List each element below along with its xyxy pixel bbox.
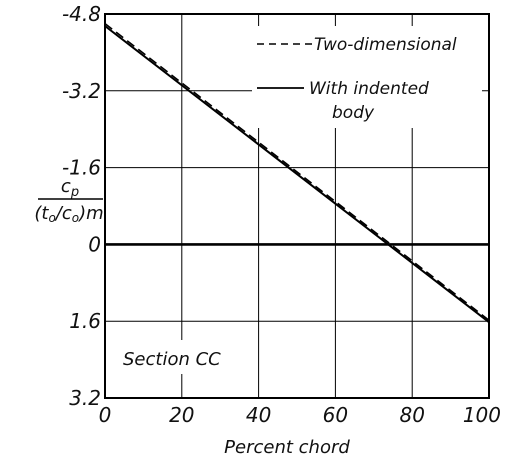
x-tick-label: 0 xyxy=(99,403,112,427)
annotation-box xyxy=(110,340,222,374)
x-tick-label: 40 xyxy=(246,403,271,427)
y-tick-label: -4.8 xyxy=(62,2,101,26)
y-tick-label: 0 xyxy=(88,232,101,256)
x-tick-label: 100 xyxy=(463,403,501,427)
series-layer xyxy=(104,22,490,323)
legend-box xyxy=(252,26,482,128)
y-axis-label-numerator: cp xyxy=(61,176,79,200)
y-tick-label: -1.6 xyxy=(62,156,101,180)
y-tick-label: 3.2 xyxy=(69,386,101,410)
legend-label-with-indented-body-line2: body xyxy=(332,103,375,123)
y-tick-label: 1.6 xyxy=(69,309,101,333)
series-line-two-dimensional xyxy=(104,22,490,321)
x-axis-label: Percent chord xyxy=(224,437,350,458)
plot-frame xyxy=(104,13,490,399)
y-axis-label-denominator: (to/co)m xyxy=(34,203,103,225)
x-tick-label: 20 xyxy=(169,403,194,427)
x-tick-label: 80 xyxy=(399,403,424,427)
legend: Two-dimensional With indented body xyxy=(257,35,457,123)
y-tick-labels: -4.8 -3.2 -1.6 0 1.6 3.2 xyxy=(62,2,101,410)
series-line-with-indented-body xyxy=(104,25,490,323)
legend-label-with-indented-body-line1: With indented xyxy=(309,79,429,99)
annotation-section-cc: Section CC xyxy=(123,349,221,370)
y-tick-label: -3.2 xyxy=(62,79,101,103)
x-tick-label: 60 xyxy=(323,403,348,427)
x-tick-labels: 0 20 40 60 80 100 xyxy=(99,403,501,427)
legend-label-two-dimensional: Two-dimensional xyxy=(314,35,457,55)
